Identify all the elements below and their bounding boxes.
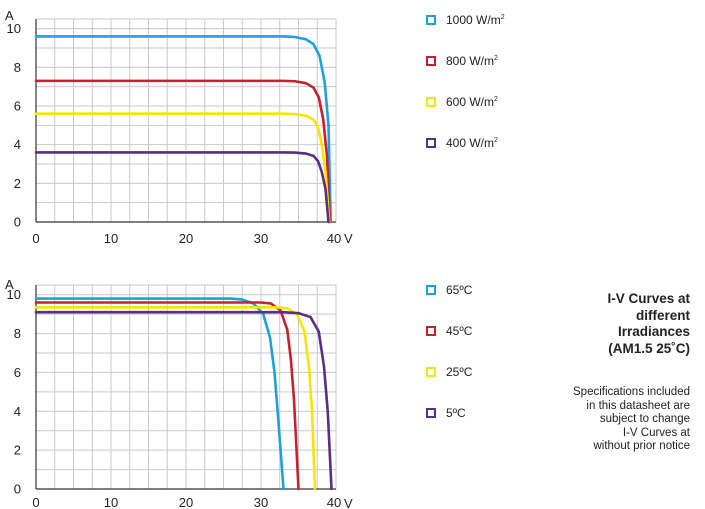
legend-swatch — [426, 138, 436, 148]
legend-label-superscript: 2 — [494, 137, 498, 144]
note-title-line: different — [636, 307, 690, 323]
x-tick-label: 20 — [179, 495, 193, 509]
legend-label: 1000 W/m2 — [446, 13, 505, 27]
legend-label: 400 W/m2 — [446, 136, 498, 150]
legend-item: 1000 W/m2 — [426, 13, 505, 27]
y-tick-label: 2 — [14, 176, 21, 191]
note-body-line: I-V Curves at — [622, 426, 690, 439]
x-tick-label: 20 — [179, 231, 193, 246]
note-title-line: (AM1.5 25˚C) — [608, 340, 690, 356]
y-tick-label: 4 — [14, 404, 21, 419]
x-tick-label: 0 — [32, 231, 39, 246]
x-axis-label: V — [344, 231, 353, 246]
legend-swatch — [426, 285, 436, 295]
y-tick-label: 0 — [14, 482, 21, 497]
legend-item: 25ºC — [426, 365, 472, 379]
legend-label: 5ºC — [446, 406, 466, 420]
legend-swatch — [426, 408, 436, 418]
y-tick-label: 4 — [14, 137, 21, 152]
legend-item: 400 W/m2 — [426, 136, 498, 150]
x-tick-label: 10 — [104, 495, 118, 509]
legend-item: 65ºC — [426, 283, 472, 297]
y-axis-label: A — [5, 277, 14, 292]
legend-label: 45ºC — [446, 324, 473, 338]
x-tick-label: 40 — [327, 231, 341, 246]
y-tick-label: 8 — [14, 326, 21, 341]
y-tick-label: 10 — [7, 21, 21, 36]
legend-swatch — [426, 56, 436, 66]
x-tick-label: 30 — [254, 231, 268, 246]
legend-label: 25ºC — [446, 365, 473, 379]
note-title-line: Irradiances — [617, 324, 690, 339]
note-body: Specifications included in this datashee… — [500, 386, 690, 454]
note-title-line: I-V Curves at — [607, 291, 690, 306]
x-tick-label: 10 — [104, 231, 118, 246]
legend-label: 65ºC — [446, 283, 473, 297]
legend-label: 600 W/m2 — [446, 95, 498, 109]
legend-swatch — [426, 97, 436, 107]
legend-item: 600 W/m2 — [426, 95, 498, 109]
legend-item: 45ºC — [426, 324, 472, 338]
note-body-line: Specifications included — [573, 386, 690, 398]
legend-item: 5ºC — [426, 406, 466, 420]
y-axis-label: A — [5, 8, 14, 23]
series-line — [34, 79, 332, 224]
legend-swatch — [426, 367, 436, 377]
legend-item: 800 W/m2 — [426, 54, 498, 68]
legend-swatch — [426, 326, 436, 336]
y-tick-label: 8 — [14, 60, 21, 75]
series-line — [34, 310, 333, 491]
y-tick-label: 0 — [14, 215, 21, 230]
series-line — [34, 35, 333, 224]
legend-swatch — [426, 15, 436, 25]
x-axis-label: V — [344, 496, 353, 509]
legend-label: 800 W/m2 — [446, 54, 498, 68]
y-tick-label: 2 — [14, 443, 21, 458]
note-title: I-V Curves at different Irradiances (AM1… — [550, 291, 690, 357]
note-body-line: subject to change — [599, 413, 690, 425]
x-tick-label: 0 — [32, 495, 39, 509]
note-body-line: in this datasheet are — [586, 399, 690, 412]
y-tick-label: 10 — [7, 287, 21, 302]
legend-label-superscript: 2 — [500, 14, 505, 21]
series-line — [34, 306, 317, 491]
series-line — [34, 297, 285, 491]
legend-label-superscript: 2 — [494, 55, 498, 62]
y-tick-label: 6 — [14, 99, 21, 114]
legend-label-superscript: 2 — [494, 96, 498, 103]
series-line — [34, 112, 331, 224]
series-line — [34, 151, 330, 224]
x-tick-label: 30 — [254, 495, 268, 509]
note-body-line: without prior notice — [593, 440, 690, 452]
y-tick-label: 6 — [14, 365, 21, 380]
x-tick-label: 40 — [327, 495, 341, 509]
series-line — [34, 301, 300, 491]
